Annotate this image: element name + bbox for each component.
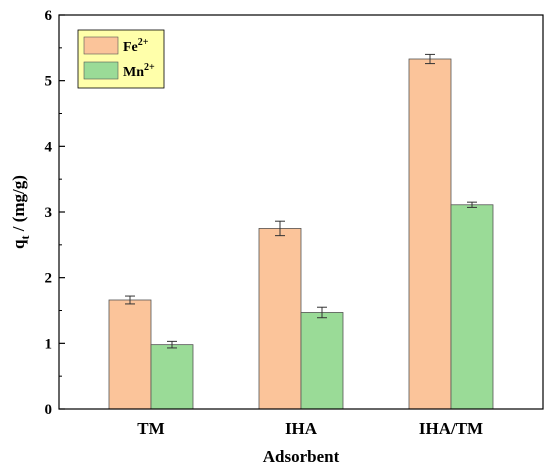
y-tick-label-4: 4 (45, 139, 53, 155)
bars (108, 58, 494, 410)
legend-label-mn: Mn2+ (123, 62, 155, 80)
y-tick-label-6: 6 (45, 8, 53, 24)
bar-mn-tm (150, 344, 194, 410)
legend-label-fe: Fe2+ (123, 37, 149, 55)
plot-frame (58, 14, 544, 410)
y-ticks (59, 14, 65, 410)
legend-label-mn-charge: 2+ (144, 62, 155, 73)
category-label-iha-tm: IHA/TM (419, 419, 483, 438)
legend-swatch-fe (83, 36, 119, 55)
category-label-iha: IHA (285, 419, 318, 438)
bar-mn-iha (300, 312, 344, 410)
y-axis-title: qt / (mg/g) (9, 175, 32, 249)
bar-fe-tm (108, 299, 152, 410)
y-axis-title-subscript: t (18, 235, 32, 239)
bar-fe-iha (258, 228, 302, 410)
svg-text:qt / (mg/g): qt / (mg/g) (9, 175, 32, 249)
y-tick-label-2: 2 (45, 271, 53, 287)
y-tick-label-0: 0 (45, 402, 53, 418)
legend: Fe2+ Mn2+ (77, 29, 165, 89)
legend-swatch-mn (83, 61, 119, 80)
y-tick-label-3: 3 (45, 205, 53, 221)
legend-label-mn-name: Mn (123, 65, 144, 80)
y-tick-label-5: 5 (45, 74, 53, 90)
y-axis-title-rest: / (mg/g) (9, 175, 28, 235)
category-labels: TM IHA IHA/TM (137, 419, 483, 438)
legend-label-fe-name: Fe (123, 40, 138, 55)
y-tick-labels: 0 1 2 3 4 5 6 (45, 8, 53, 418)
bar-mn-iha-tm (450, 204, 494, 410)
y-axis-title-main: q (9, 239, 28, 249)
bar-fe-iha-tm (408, 58, 452, 410)
legend-label-fe-charge: 2+ (138, 37, 149, 48)
y-tick-label-1: 1 (45, 336, 53, 352)
error-bars (125, 53, 477, 349)
x-axis-title: Adsorbent (263, 447, 340, 466)
category-label-tm: TM (137, 419, 164, 438)
